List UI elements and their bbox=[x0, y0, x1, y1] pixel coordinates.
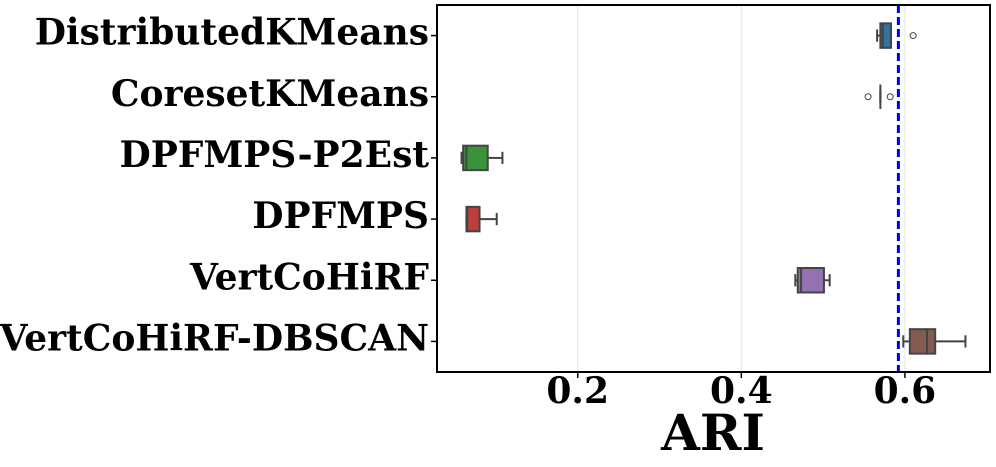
outlier bbox=[909, 32, 917, 40]
y-tick-label: DPFMPS-P2Est bbox=[120, 134, 430, 176]
outlier bbox=[864, 93, 872, 101]
outlier bbox=[886, 93, 894, 101]
y-tick-label: VertCoHiRF bbox=[189, 256, 429, 298]
y-tick-label: VertCoHiRF-DBSCAN bbox=[0, 317, 429, 359]
box bbox=[879, 22, 893, 49]
plot-frame bbox=[436, 4, 991, 373]
y-tick-label: CoresetKMeans bbox=[111, 73, 429, 115]
x-tick-label: 0.4 bbox=[710, 370, 773, 412]
box bbox=[465, 205, 481, 233]
y-tick-label: DistributedKMeans bbox=[35, 12, 429, 54]
box bbox=[908, 328, 937, 355]
x-tick-label: 0.2 bbox=[546, 370, 609, 412]
box bbox=[796, 267, 825, 294]
x-tick-label: 0.6 bbox=[874, 370, 937, 412]
x-axis-label: ARI bbox=[660, 403, 765, 462]
y-tick-label: DPFMPS bbox=[252, 195, 429, 237]
